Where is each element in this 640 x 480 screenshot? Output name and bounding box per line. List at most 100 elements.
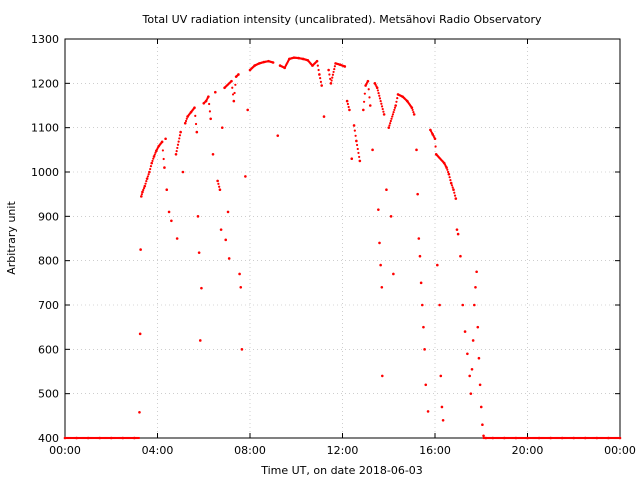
data-point	[152, 155, 156, 158]
envelope-point	[315, 60, 318, 63]
data-point	[179, 130, 182, 134]
chart-title: Total UV radiation intensity (uncalibrat…	[142, 13, 542, 26]
data-point	[473, 303, 476, 307]
data-point	[197, 251, 201, 254]
envelope-point	[144, 182, 147, 185]
data-point	[368, 104, 372, 107]
data-point	[476, 325, 480, 329]
envelope-point	[396, 97, 399, 100]
envelope-point	[430, 131, 434, 134]
data-point	[463, 330, 467, 333]
envelope-point	[332, 70, 335, 74]
envelope-point	[153, 153, 156, 156]
envelope-point	[391, 113, 395, 116]
envelope-point	[405, 99, 408, 102]
envelope-point	[177, 140, 180, 143]
data-point	[240, 348, 244, 351]
envelope-point	[393, 108, 396, 112]
envelope-point	[175, 150, 178, 153]
envelope-point	[185, 117, 188, 120]
envelope-point	[449, 179, 452, 182]
envelope-point	[151, 159, 154, 163]
baseline-point	[137, 436, 141, 440]
envelope-point	[362, 100, 366, 103]
envelope-point	[145, 180, 148, 183]
data-point	[379, 263, 382, 267]
data-point	[198, 339, 202, 342]
data-point	[227, 257, 231, 260]
envelope-point	[204, 100, 207, 103]
data-point	[455, 228, 459, 231]
envelope-point	[355, 143, 359, 147]
envelope-point	[451, 186, 454, 189]
envelope-point	[147, 173, 150, 176]
envelope-point	[356, 147, 359, 151]
y-tick-label: 1000	[31, 166, 59, 179]
data-point	[196, 215, 200, 218]
data-point	[461, 303, 465, 307]
x-tick-label: 12:00	[327, 444, 359, 457]
data-point	[382, 113, 386, 116]
data-point	[371, 148, 374, 152]
envelope-point	[380, 105, 384, 108]
envelope-point	[319, 80, 323, 83]
envelope-point	[377, 91, 380, 95]
data-point	[145, 177, 149, 180]
y-tick-label: 900	[38, 210, 59, 223]
data-point	[420, 303, 424, 307]
envelope-point	[217, 182, 220, 185]
data-point	[348, 108, 351, 112]
data-point	[423, 348, 426, 351]
data-point	[170, 219, 173, 223]
envelope-point	[447, 170, 450, 174]
envelope-point	[234, 83, 237, 86]
axis-ticks	[64, 38, 621, 439]
envelope-point	[178, 134, 182, 137]
envelope-point	[218, 185, 221, 188]
envelope-point	[395, 100, 398, 103]
data-point	[394, 104, 397, 107]
envelope-point	[375, 85, 378, 88]
envelope-point	[366, 81, 369, 84]
envelope-point	[363, 92, 366, 95]
data-point	[220, 126, 224, 129]
envelope-point	[161, 149, 164, 152]
envelope-point	[330, 79, 333, 82]
x-tick-label: 00:00	[49, 444, 81, 457]
data-point	[355, 139, 358, 143]
envelope-point	[434, 145, 437, 148]
data-point	[380, 374, 384, 378]
data-point	[454, 197, 458, 200]
data-point	[238, 272, 241, 276]
data-point	[232, 99, 236, 103]
envelope-point	[412, 111, 415, 114]
envelope-point	[184, 119, 188, 123]
data-point	[195, 130, 199, 134]
data-point	[352, 124, 356, 127]
envelope-point	[331, 76, 334, 79]
envelope-point	[192, 107, 195, 110]
data-point	[479, 405, 483, 409]
envelope-point	[354, 134, 357, 137]
envelope-point	[319, 77, 322, 80]
data-point	[214, 90, 217, 94]
envelope-point	[358, 155, 361, 159]
data-point	[244, 175, 247, 178]
envelope-point	[194, 122, 198, 126]
baseline-point	[618, 436, 622, 440]
envelope-point	[367, 88, 370, 91]
envelope-point	[142, 187, 146, 190]
envelope-point	[328, 73, 331, 76]
data-point	[320, 84, 323, 87]
data-point	[183, 121, 187, 125]
data-point	[329, 82, 333, 85]
envelope-point	[444, 164, 447, 168]
data-point	[424, 383, 428, 387]
y-axis-tick-labels: 400 500 600 700 800 900 1000 1100 1200 1300	[31, 33, 59, 445]
data-point	[358, 159, 362, 163]
envelope-point	[287, 59, 290, 62]
data-point	[148, 170, 151, 174]
data-point	[449, 181, 453, 185]
envelope-point	[368, 96, 371, 99]
data-point	[150, 161, 154, 165]
